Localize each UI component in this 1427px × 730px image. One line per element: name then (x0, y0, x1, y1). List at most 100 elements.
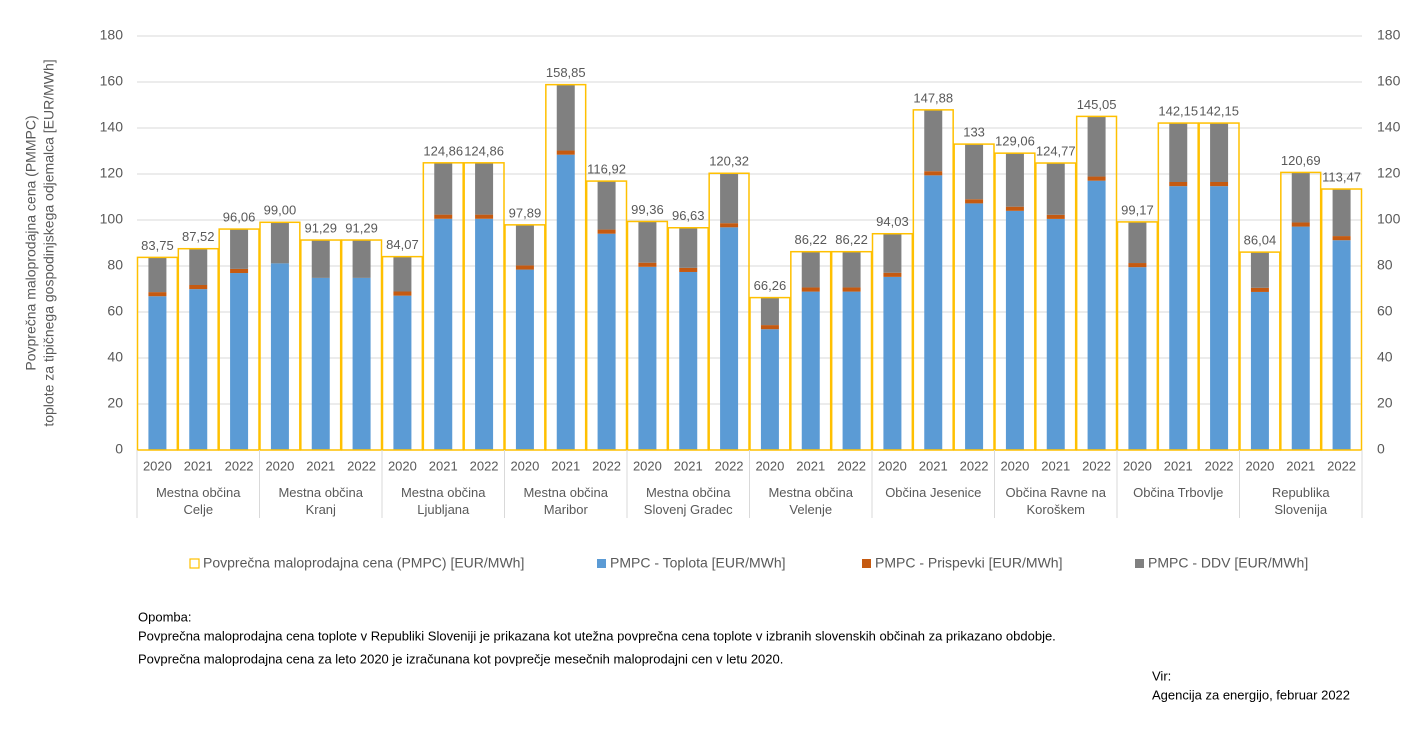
bar-segment (883, 233, 902, 273)
total-bar (790, 250, 832, 451)
bar-segment (679, 267, 698, 272)
total-bar (340, 239, 383, 451)
data-label: 124,86 (423, 143, 463, 158)
group-label-box: Občina Ravne na Koroškem (1006, 485, 1106, 517)
total-bar (1280, 171, 1322, 451)
y2-tick-label: 40 (1377, 349, 1393, 365)
total-bar (259, 221, 301, 451)
bar-segment (924, 175, 943, 450)
bar-segment (475, 214, 494, 219)
bar-segment (393, 291, 412, 296)
bar-segment (965, 203, 984, 450)
total-bar (504, 224, 546, 451)
bar-segment (720, 223, 739, 228)
note-title: Opomba: (138, 609, 191, 624)
data-label: 66,26 (754, 278, 787, 293)
group-label-box: Mestna občina Velenje (768, 485, 853, 517)
total-bar (463, 162, 505, 451)
total-bar (1239, 251, 1281, 451)
total-bar (545, 83, 587, 451)
total-bar (994, 152, 1036, 451)
y2-tick-label: 120 (1377, 165, 1401, 181)
x-tick-label: 2022 (1082, 458, 1111, 473)
bar-segment (842, 291, 861, 450)
x-tick-label: 2020 (633, 458, 662, 473)
x-tick-label: 2020 (265, 458, 294, 473)
x-tick-label: 2021 (184, 458, 213, 473)
bar-segment (270, 263, 289, 450)
x-tick-label: 2021 (674, 458, 703, 473)
data-label: 120,69 (1281, 153, 1321, 168)
bar-segment (1005, 210, 1024, 450)
bar-segment (597, 229, 616, 234)
bar-segment (1332, 189, 1351, 237)
data-label: 116,92 (587, 162, 626, 177)
data-label: 91,29 (345, 220, 378, 235)
data-label: 142,15 (1199, 103, 1239, 118)
legend-label: PMPC - DDV [EUR/MWh] (1148, 555, 1308, 571)
bar-segment (1291, 226, 1310, 450)
bar-segment (1087, 180, 1106, 450)
bar-segment (1087, 176, 1106, 181)
y-tick-label: 100 (100, 211, 124, 227)
bar-segment (1332, 236, 1351, 241)
bar-segment (842, 251, 861, 288)
y-tick-label: 20 (107, 395, 123, 411)
data-label: 120,32 (709, 154, 749, 169)
bar-segment (801, 291, 820, 450)
bar-segment (883, 272, 902, 277)
bar-segment (720, 227, 739, 450)
group-label-box: Mestna občina Ljubljana (400, 485, 486, 517)
legend-swatch (189, 558, 200, 569)
y-tick-label: 0 (115, 441, 123, 457)
data-label: 86,22 (835, 232, 868, 247)
group-label: Mestna občina Ljubljana (400, 485, 486, 517)
bar-segment (352, 277, 371, 450)
bar-segment (1210, 182, 1229, 187)
bar-segment (924, 171, 943, 176)
source-title: Vir: (1152, 668, 1171, 683)
group-label: Mestna občina Slovenj Gradec (643, 485, 733, 517)
y-axis-title: Povprečna maloprodajna cena (PMMPC) (23, 115, 39, 370)
bar-segment (1332, 240, 1351, 450)
y2-tick-label: 60 (1377, 303, 1393, 319)
group-label: Mestna občina Celje (155, 485, 241, 517)
bar-segment (1128, 267, 1147, 450)
x-tick-label: 2020 (878, 458, 907, 473)
data-label: 99,36 (631, 202, 664, 217)
bar-segment (311, 277, 330, 450)
total-bar (218, 228, 260, 451)
data-label: 83,75 (141, 238, 174, 253)
bar-segment (393, 295, 412, 450)
total-bar (871, 232, 914, 451)
x-tick-label: 2022 (837, 458, 866, 473)
bar-segment (597, 233, 616, 450)
x-tick-label: 2021 (551, 458, 580, 473)
bar-segment (679, 227, 698, 268)
y2-tick-label: 0 (1377, 441, 1385, 457)
total-bar (667, 227, 709, 451)
bar-segment (883, 276, 902, 450)
bar-segment (1291, 222, 1310, 227)
group-label: Mestna občina Kranj (278, 485, 364, 517)
bar-segment (1169, 182, 1188, 187)
legend-label: Povprečna maloprodajna cena (PMPC) [EUR/… (203, 555, 524, 571)
total-bar (708, 172, 750, 451)
bar-segment (230, 268, 249, 274)
x-tick-label: 2022 (1205, 458, 1234, 473)
data-label: 86,22 (794, 232, 827, 247)
group-label-box: Mestna občina Maribor (523, 485, 608, 517)
x-tick-label: 2020 (755, 458, 784, 473)
data-label: 133 (963, 125, 985, 140)
bar-segment (515, 224, 534, 266)
bar-segment (556, 150, 575, 155)
bar-segment (475, 218, 494, 450)
x-tick-label: 2020 (1245, 458, 1274, 473)
data-label: 94,03 (876, 214, 909, 229)
bar-segment (638, 221, 657, 263)
bar-segment (760, 297, 779, 326)
bar-segment (434, 218, 453, 450)
bar-segment (1169, 186, 1188, 451)
x-tick-label: 2022 (470, 458, 499, 473)
bar-segment (1250, 291, 1269, 450)
